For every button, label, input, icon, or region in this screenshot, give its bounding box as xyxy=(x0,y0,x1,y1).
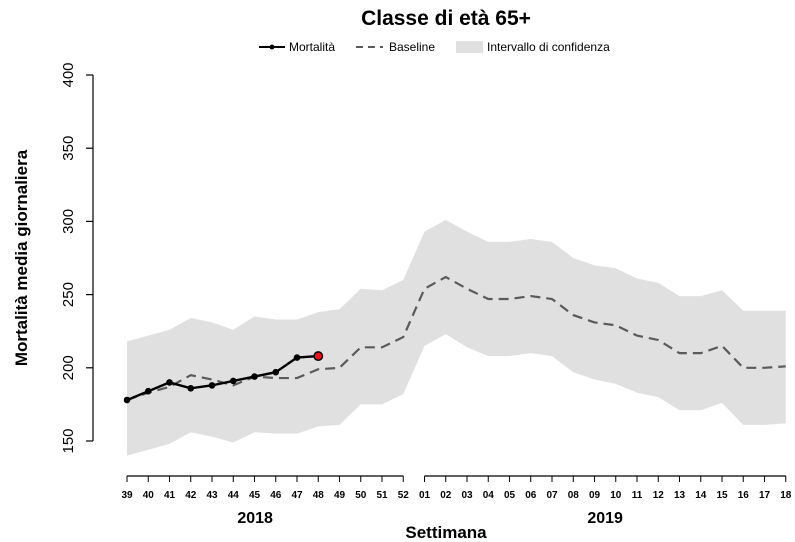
x-tick-label: 12 xyxy=(653,490,665,501)
x-tick-label: 48 xyxy=(313,490,325,501)
x-tick-label: 08 xyxy=(568,490,580,501)
y-tick-label: 150 xyxy=(60,428,77,453)
x-tick-label: 14 xyxy=(695,490,707,501)
y-tick-label: 200 xyxy=(60,355,77,380)
x-tick-label: 05 xyxy=(504,490,516,501)
x-tick-label: 07 xyxy=(546,490,558,501)
mortalita-point xyxy=(251,373,258,380)
x-tick-label: 01 xyxy=(419,490,431,501)
legend-mortalita-label: Mortalità xyxy=(289,40,335,54)
year-label: 2018 xyxy=(237,510,273,527)
y-tick-label: 300 xyxy=(60,209,77,234)
mortalita-line xyxy=(126,354,319,402)
legend-mortalita-marker xyxy=(269,44,275,50)
x-tick-label: 13 xyxy=(674,490,686,501)
x-tick-label: 16 xyxy=(738,490,750,501)
x-axis-title: Settimana xyxy=(405,523,487,542)
x-tick-label: 02 xyxy=(440,490,452,501)
x-tick-label: 09 xyxy=(589,490,601,501)
baseline-layer xyxy=(126,275,786,402)
mortalita-point xyxy=(229,377,237,385)
x-tick-label: 46 xyxy=(270,490,282,501)
mortalita-point xyxy=(166,379,173,386)
x-tick-label: 17 xyxy=(759,490,771,501)
mortalita-layer xyxy=(123,351,324,404)
x-tick-label: 04 xyxy=(483,490,495,501)
x-tick-label: 50 xyxy=(355,490,367,501)
x-tick-label: 47 xyxy=(291,490,303,501)
chart-title: Classe di età 65+ xyxy=(361,7,531,30)
x-tick-label: 15 xyxy=(716,490,728,501)
x-tick-label: 40 xyxy=(143,490,155,501)
x-axis: 39 40 41 42 43 44 45 46 47 48 49 50 51 52 2018 01 02 03 04… xyxy=(121,475,792,527)
mortalita-point xyxy=(208,382,216,389)
confidence-band-layer xyxy=(127,219,786,456)
x-tick-label: 06 xyxy=(525,490,537,501)
mortalita-point xyxy=(187,384,195,392)
legend: Mortalità Baseline Intervallo di confide… xyxy=(259,40,610,54)
mortalita-point xyxy=(123,396,131,404)
mortalita-point xyxy=(293,354,301,361)
y-tick-label: 350 xyxy=(60,136,77,161)
x-tick-label: 10 xyxy=(610,490,622,501)
x-tick-label: 51 xyxy=(376,490,388,501)
y-axis: 150 200 250 300 350 400 xyxy=(60,62,94,454)
x-tick-label: 49 xyxy=(334,490,346,501)
mortalita-point xyxy=(144,387,152,395)
x-tick-label: 39 xyxy=(121,490,133,501)
y-tick-label: 250 xyxy=(60,282,77,307)
confidence-band xyxy=(127,219,786,456)
x-tick-label: 11 xyxy=(632,490,643,501)
legend-intervallo-label: Intervallo di confidenza xyxy=(487,40,610,54)
x-tick-label: 03 xyxy=(461,490,473,501)
y-axis-title: Mortalità media giornaliera xyxy=(12,149,31,366)
legend-intervallo-swatch xyxy=(456,41,483,53)
x-tick-label: 41 xyxy=(164,490,176,501)
x-tick-label: 42 xyxy=(185,490,197,501)
mortalita-point xyxy=(272,368,280,376)
x-tick-label: 52 xyxy=(398,490,410,501)
baseline-line xyxy=(126,275,786,402)
legend-baseline-label: Baseline xyxy=(389,40,435,54)
x-tick-label: 44 xyxy=(228,490,240,501)
mortalita-point xyxy=(313,351,324,362)
y-tick-label: 400 xyxy=(60,62,77,87)
year-label: 2019 xyxy=(587,510,623,527)
x-tick-label: 45 xyxy=(249,490,261,501)
x-tick-label: 43 xyxy=(206,490,218,501)
x-tick-label: 18 xyxy=(780,490,792,501)
